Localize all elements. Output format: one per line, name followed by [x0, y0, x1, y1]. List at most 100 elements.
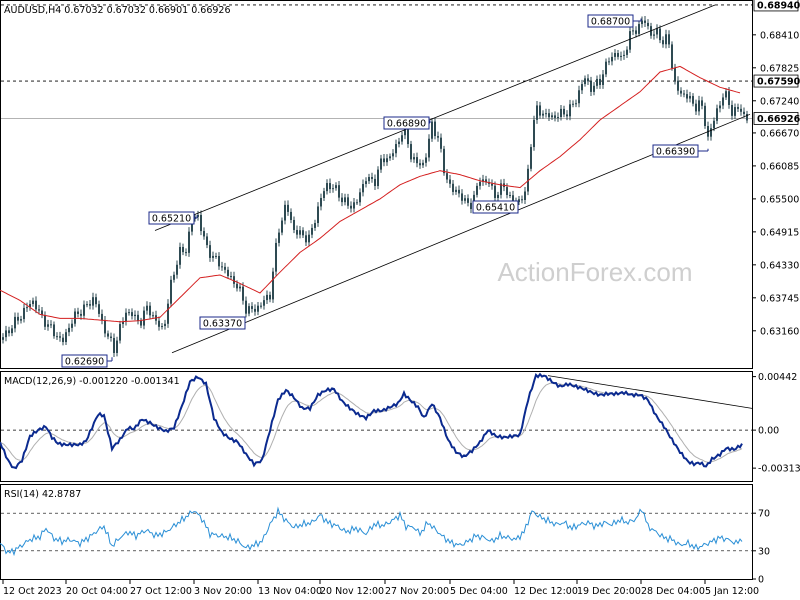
candle-body: [539, 105, 541, 116]
candle-body: [500, 183, 502, 195]
candle-body: [128, 312, 130, 314]
candle-body: [74, 311, 76, 324]
candle-body: [521, 199, 523, 201]
price-y-tick-label: 0.65500: [760, 194, 799, 205]
candle-body: [392, 153, 394, 157]
candle-body: [230, 276, 232, 278]
candle-body: [182, 246, 184, 253]
candle-body: [677, 80, 679, 91]
candle-body: [233, 276, 235, 284]
candle-body: [329, 183, 331, 190]
candle-body: [362, 184, 364, 193]
candle-body: [536, 105, 538, 120]
x-axis-label: 12 Oct 2023: [3, 586, 62, 597]
candle-body: [32, 300, 34, 305]
candle-body: [425, 157, 427, 163]
candle-body: [572, 103, 574, 105]
candle-body: [26, 307, 28, 309]
candle-body: [470, 202, 472, 210]
candle-body: [374, 178, 376, 187]
candle-body: [701, 100, 703, 106]
candle-body: [53, 324, 55, 337]
candle-body: [296, 229, 298, 235]
candle-body: [728, 91, 730, 105]
candle-body: [614, 53, 616, 57]
rsi-y-tick-label: 30: [758, 546, 770, 557]
candle-body: [383, 158, 385, 163]
candle-body: [593, 85, 595, 92]
candle-body: [35, 300, 37, 310]
candle-body: [446, 173, 448, 180]
annotation-label: 0.62690: [65, 357, 104, 368]
x-axis-label: 27 Oct 12:00: [130, 586, 192, 597]
candle-body: [188, 231, 190, 253]
candle-body: [137, 314, 139, 321]
candle-body: [617, 53, 619, 57]
rsi-line: [0, 506, 743, 557]
candle-body: [59, 336, 61, 338]
annotation-box: [652, 144, 699, 158]
last-price-tag-text: 0.66926: [757, 114, 800, 125]
candle-body: [260, 305, 262, 307]
annotation-box: [383, 116, 430, 130]
candle-body: [371, 177, 373, 179]
candle-body: [125, 312, 127, 322]
candle-body: [272, 271, 274, 300]
candle-body: [686, 94, 688, 99]
candle-body: [293, 219, 295, 230]
candle-body: [377, 169, 379, 187]
candle-body: [482, 179, 484, 182]
x-axis-label: 5 Jan 12:00: [705, 586, 759, 597]
rsi-pane: [0, 484, 753, 580]
candle-body: [17, 316, 19, 321]
candle-body: [407, 125, 409, 145]
candle-body: [41, 310, 43, 316]
candle-body: [443, 148, 445, 174]
candle-body: [158, 320, 160, 327]
candle-body: [209, 245, 211, 258]
candle-body: [449, 179, 451, 184]
price-y-tick-label: 0.68410: [760, 30, 799, 41]
candle-body: [338, 185, 340, 198]
candle-body: [740, 108, 742, 112]
watermark: ActionForex.com: [497, 257, 692, 287]
candle-body: [491, 183, 493, 186]
price-y-tick-label: 0.64330: [760, 260, 799, 271]
candle-body: [524, 191, 526, 201]
macd-pane: [0, 371, 753, 482]
candle-body: [332, 188, 334, 190]
candle-body: [683, 93, 685, 95]
candle-body: [590, 81, 592, 92]
resistance-price-tag-text: 0.67590: [757, 77, 800, 88]
candle-body: [419, 163, 421, 166]
candle-body: [143, 310, 145, 326]
annotation-box: [199, 316, 246, 330]
x-axis-label: 3 Nov 20:00: [194, 586, 252, 597]
candle-body: [668, 34, 670, 45]
candle-body: [644, 20, 646, 23]
candle-body: [689, 96, 691, 99]
candle-body: [401, 135, 403, 142]
candle-body: [107, 333, 109, 337]
candle-body: [710, 128, 712, 137]
candle-body: [659, 28, 661, 41]
candle-body: [680, 90, 682, 94]
candle-body: [287, 204, 289, 212]
candle-body: [119, 324, 121, 341]
candle-body: [635, 30, 637, 34]
macd-layer: [0, 372, 753, 470]
candle-body: [674, 68, 676, 81]
annotation-label: 0.66890: [387, 119, 426, 130]
candle-body: [203, 231, 205, 237]
candle-body: [641, 20, 643, 25]
candle-body: [386, 158, 388, 163]
candle-body: [698, 100, 700, 112]
candle-body: [506, 187, 508, 195]
macd-line: [0, 372, 743, 470]
candle-body: [545, 113, 547, 115]
candle-body: [320, 198, 322, 207]
candle-body: [626, 49, 628, 55]
candle-body: [638, 24, 640, 34]
candle-body: [578, 90, 580, 104]
candle-body: [146, 305, 148, 311]
